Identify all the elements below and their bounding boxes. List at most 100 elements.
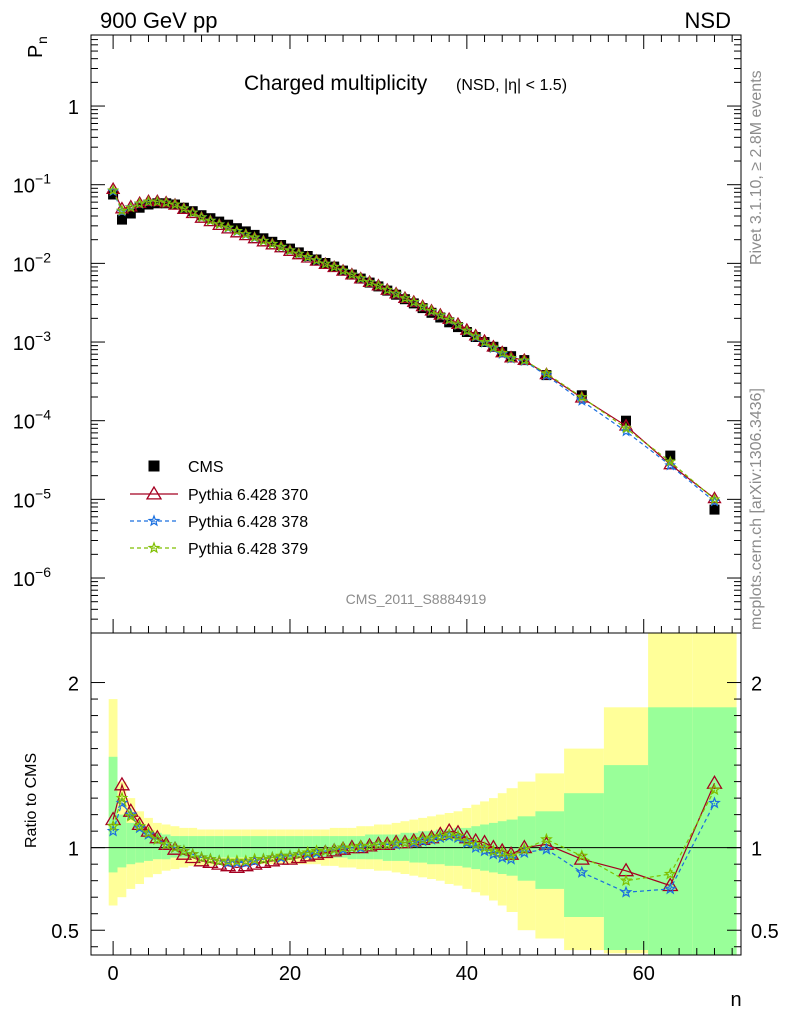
header-left: 900 GeV pp: [100, 8, 217, 33]
upper-ytick-label: 10−1: [13, 171, 51, 198]
pythia-379-ratio-point: [283, 849, 297, 862]
cms-data-point: [302, 251, 313, 261]
band-inner-bin: [338, 836, 348, 858]
pythia-379-point: [345, 268, 358, 280]
cms-data-point: [258, 233, 269, 244]
pythia-379-point: [275, 240, 288, 252]
cms-data-point: [293, 247, 304, 258]
pythia-379-ratio-point: [186, 847, 200, 860]
pythia-379-ratio-point: [478, 841, 491, 854]
cms-data-point: [117, 214, 127, 225]
pythia-379-ratio-point: [327, 842, 341, 855]
band-inner-bin: [267, 836, 277, 858]
pythia-379-ratio-point: [460, 834, 474, 847]
pythia-379-point: [407, 295, 420, 308]
rivet-label: Rivet 3.1.10, ≥ 2.8M events: [748, 70, 765, 265]
pythia-378-ratio-point: [575, 865, 589, 878]
pythia-379-point: [319, 257, 332, 269]
pythia-379-point: [301, 250, 314, 263]
pythia-379-ratio-point: [301, 845, 314, 859]
pythia-379-point: [107, 184, 120, 196]
cms-data-point: [311, 254, 322, 265]
xtick-label: 40: [456, 963, 478, 985]
legend-label: Pythia 6.428 370: [188, 487, 308, 504]
upper-ytick-label: 10−5: [13, 485, 51, 512]
pythia-370-ratio-point: [193, 852, 210, 867]
lower-ytick-label-right: 2: [751, 674, 762, 696]
pythia-379-point: [518, 354, 531, 366]
pythia-379-point: [354, 272, 367, 284]
lower-ytick-label-right: 0.5: [751, 921, 779, 943]
pythia-379-ratio-point: [504, 849, 518, 862]
pythia-379-ratio-point: [451, 829, 465, 842]
cms-data-point: [391, 289, 402, 300]
band-inner-bin: [276, 836, 286, 858]
pythia-379-point: [230, 224, 243, 237]
cms-data-point: [285, 243, 295, 254]
pythia-379-ratio-point: [363, 839, 376, 852]
chart-subtitle: (NSD, |η| < 1.5): [456, 77, 567, 94]
pythia-379-point: [169, 198, 181, 210]
pythia-370-ratio-point: [494, 842, 511, 857]
pythia-379-ratio-point: [318, 844, 332, 857]
cms-data-point: [709, 504, 720, 515]
pythia-378-point: [708, 495, 721, 507]
pythia-370-ratio-point: [290, 849, 307, 864]
band-inner-bin: [144, 831, 153, 861]
band-inner-bin: [232, 836, 242, 858]
pythia-370-ratio-point: [175, 846, 193, 860]
pythia-370-ratio-point: [255, 854, 272, 869]
upper-ylabel-sub: n: [34, 36, 50, 44]
pythia-379-point: [496, 346, 509, 358]
pythia-379-ratio-point: [663, 867, 677, 880]
band-inner-bin: [188, 836, 198, 858]
band-inner-bin: [170, 836, 180, 858]
pythia-379-ratio-point: [469, 837, 483, 850]
pythia-379-point: [213, 218, 226, 230]
watermark: CMS_2011_S8884919: [346, 591, 487, 607]
band-inner-bin: [135, 827, 144, 863]
pythia-379-ratio-point: [257, 852, 270, 865]
pythia-379-point: [142, 195, 155, 207]
cms-data-point: [506, 351, 517, 362]
legend-label: Pythia 6.428 379: [188, 541, 308, 558]
pythia-379-ratio-point: [106, 819, 120, 832]
band-inner-bin: [603, 765, 649, 950]
xtick-label: 60: [633, 963, 655, 985]
pythia-379-point: [337, 264, 349, 276]
pythia-378-point: [540, 369, 553, 381]
pythia-379-ratio-point: [115, 791, 129, 804]
cms-data-point: [205, 213, 216, 224]
upper-ytick-label: 10−6: [13, 564, 51, 591]
pythia-379-point: [222, 221, 235, 233]
pythia-379-point: [284, 244, 296, 256]
pythia-379-ratio-point: [575, 849, 589, 862]
pythia-379-point: [363, 275, 376, 288]
pythia-379-point: [540, 367, 553, 379]
upper-ylabel: P: [25, 45, 47, 58]
cms-data-point: [178, 202, 189, 213]
mcplots-label: mcplots.cern.ch [arXiv:1306.3436]: [748, 388, 765, 630]
cms-data-point: [373, 281, 384, 292]
pythia-379-point: [390, 287, 403, 299]
pythia-379-point: [664, 455, 677, 467]
cms-data-point: [196, 210, 207, 221]
pythia-379-point: [151, 195, 164, 207]
pythia-370-ratio-point: [184, 849, 201, 864]
band-inner-bin: [197, 836, 206, 858]
xtick-label: 20: [279, 963, 301, 985]
pythia-370-ratio-point: [113, 776, 131, 791]
pythia-378-ratio-point: [495, 850, 509, 863]
band-inner-bin: [259, 836, 268, 858]
band-inner-bin: [435, 829, 445, 865]
band-inner-bin: [400, 832, 410, 861]
lower-ytick-label: 1: [68, 839, 79, 861]
legend-marker: [147, 541, 161, 554]
band-inner-bin: [117, 814, 127, 868]
pythia-379-point: [575, 390, 588, 403]
cms-data-point: [187, 206, 198, 217]
legend-marker: [147, 514, 161, 527]
pythia-379-point: [257, 234, 270, 246]
pythia-379-point: [372, 279, 385, 291]
